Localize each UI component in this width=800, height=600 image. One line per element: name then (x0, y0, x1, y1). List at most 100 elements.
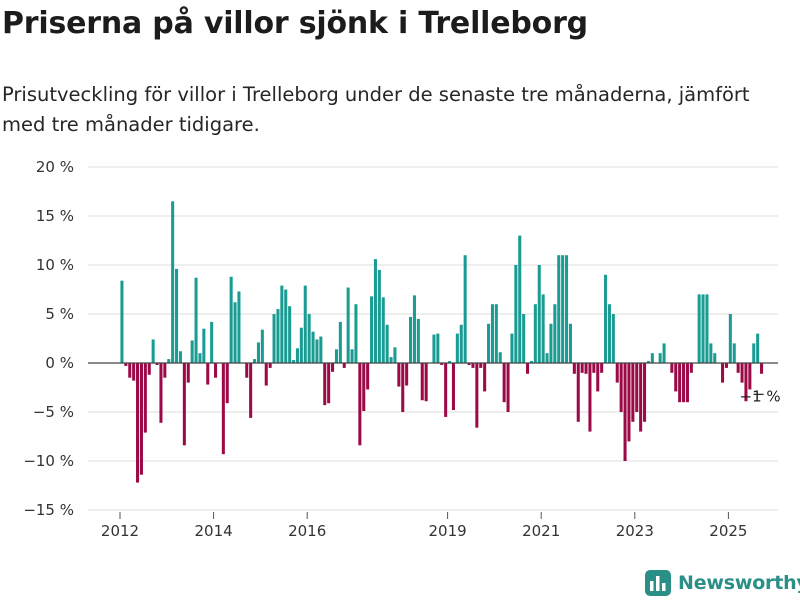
y-tick-label: 0 % (45, 354, 74, 372)
bar (377, 269, 381, 363)
x-tick-label: 2016 (288, 522, 326, 540)
bar (724, 363, 728, 368)
bar (409, 316, 413, 363)
bar (342, 363, 346, 368)
bar (370, 296, 374, 363)
bar (405, 363, 409, 386)
bar (319, 336, 323, 363)
bar (401, 363, 405, 412)
bar (393, 347, 397, 363)
bar (643, 363, 647, 422)
y-tick-label: 20 % (36, 158, 74, 176)
bar (167, 359, 171, 363)
bar (436, 333, 440, 363)
bar (346, 287, 350, 363)
bar (588, 363, 592, 432)
bar (740, 363, 744, 383)
bar (721, 363, 725, 383)
bar (249, 363, 253, 418)
bar (315, 339, 319, 363)
bar (186, 363, 190, 383)
bar (128, 363, 132, 378)
bar (448, 361, 452, 363)
bar (604, 274, 608, 363)
bar (639, 363, 643, 432)
bar (245, 363, 249, 378)
bar (253, 359, 257, 363)
bar (292, 360, 296, 363)
brand-name: Newsworthy (678, 572, 800, 594)
bar (424, 363, 428, 402)
bar (756, 333, 760, 363)
bar (670, 363, 674, 373)
x-tick-label: 2014 (195, 522, 233, 540)
bar (327, 363, 331, 404)
bar (416, 318, 420, 363)
bar (541, 294, 545, 363)
bar (592, 363, 596, 373)
bar (646, 361, 650, 363)
bar (451, 363, 455, 411)
bar (323, 363, 327, 406)
bar (623, 363, 627, 461)
bar (701, 294, 705, 363)
bar (526, 363, 530, 374)
bar (334, 349, 338, 363)
bar (358, 363, 362, 446)
bar (682, 363, 686, 403)
bar (475, 363, 479, 428)
bar (440, 363, 444, 365)
bar (600, 363, 604, 373)
bar (303, 285, 307, 363)
gridlines (88, 166, 778, 511)
bar (506, 363, 510, 412)
y-tick-label: 5 % (45, 305, 74, 323)
bar (658, 353, 662, 363)
bar (256, 342, 260, 363)
bar (163, 363, 167, 378)
y-tick-label: −15 % (23, 501, 74, 519)
bar (210, 321, 214, 363)
bar (338, 321, 342, 363)
bar (354, 304, 358, 363)
bar (479, 363, 483, 368)
x-tick-label: 2021 (522, 522, 560, 540)
bar (674, 363, 678, 392)
bar (459, 324, 463, 363)
bar (171, 201, 175, 363)
bar (139, 363, 143, 475)
bar (455, 333, 459, 363)
bar (529, 361, 533, 363)
bar (619, 363, 623, 412)
bar (198, 353, 202, 363)
bar (678, 363, 682, 403)
bar (502, 363, 506, 403)
bar (132, 363, 136, 381)
bar (175, 268, 179, 363)
bar (514, 265, 518, 363)
bar (471, 363, 475, 368)
bar (553, 304, 557, 363)
bar (260, 329, 264, 363)
bar (549, 323, 553, 363)
bar (662, 343, 666, 363)
newsworthy-logo: Newsworthy (645, 568, 800, 598)
bar (202, 328, 206, 363)
x-tick-label: 2019 (429, 522, 467, 540)
bar (397, 363, 401, 387)
bar (214, 363, 218, 378)
bar (565, 255, 569, 363)
y-axis-ticks: −15 % −10 % −5 % 0 % 5 % 10 % 15 % 20 % (23, 158, 74, 519)
bar (432, 334, 436, 363)
bar (713, 353, 717, 363)
chart-title: Priserna på villor sjönk i Trelleborg (2, 6, 588, 41)
bar (537, 265, 541, 363)
x-tick-label: 2025 (709, 522, 747, 540)
bar (533, 304, 537, 363)
bar (732, 343, 736, 363)
y-tick-label: 15 % (36, 207, 74, 225)
bar (229, 276, 233, 363)
chart-subtitle: Prisutveckling för villor i Trelleborg u… (2, 83, 750, 136)
bar (736, 363, 740, 373)
